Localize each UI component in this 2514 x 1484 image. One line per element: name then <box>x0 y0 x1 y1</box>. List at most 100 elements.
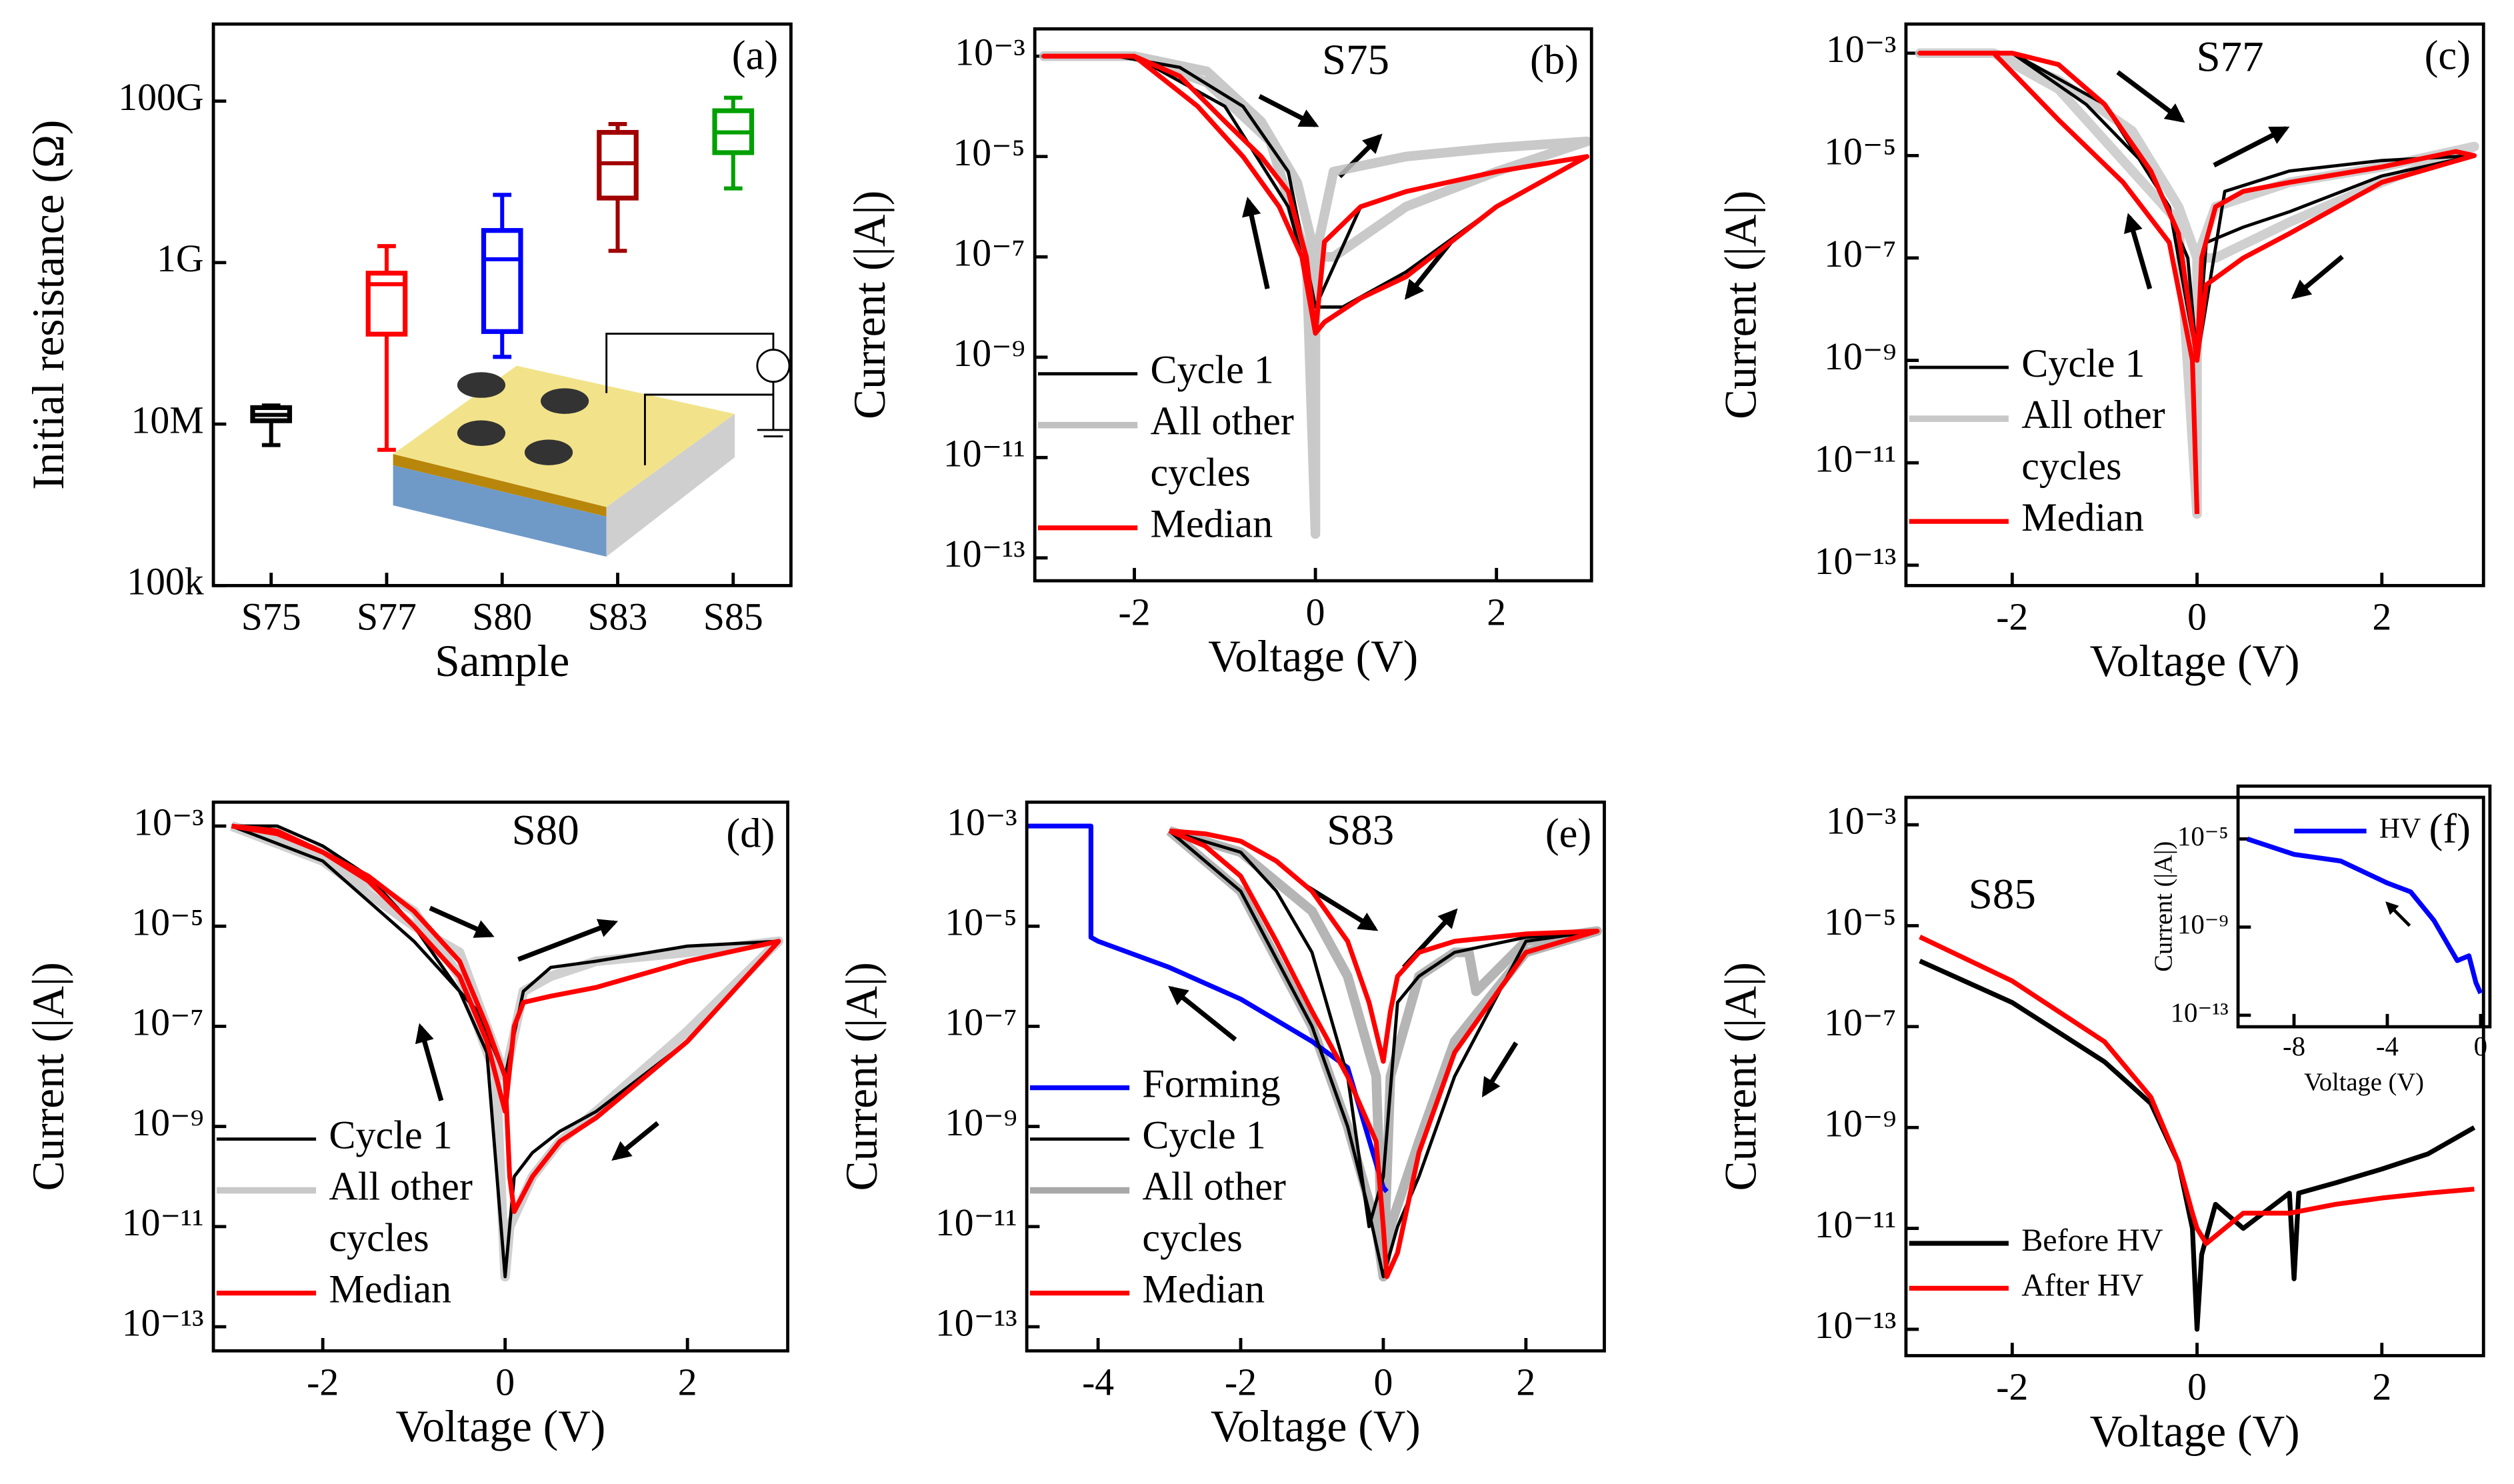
y-tick-label: 10⁻¹¹ <box>1815 1204 1897 1246</box>
y-tick-label: 10⁻⁷ <box>131 1002 203 1044</box>
x-tick-label: 2 <box>1487 591 1506 633</box>
y-tick-label: 10⁻⁹ <box>953 333 1025 375</box>
legend-label: Cycle 1 <box>1142 1113 1265 1157</box>
arrow <box>2291 255 2344 299</box>
legend-label: HV <box>2379 812 2421 844</box>
y-tick-label: 10⁻⁵ <box>131 902 203 944</box>
legend-label-line: cycles <box>1150 451 1250 495</box>
panel-label: (f) <box>2429 805 2471 851</box>
y-tick-label: 10⁻¹³ <box>2171 997 2229 1027</box>
electrode <box>524 439 573 465</box>
y-tick-label: 10⁻¹¹ <box>122 1202 204 1244</box>
series-line <box>231 823 781 1214</box>
y-axis-label: Current (|A|) <box>2150 841 2178 972</box>
x-tick-label: -2 <box>307 1361 339 1403</box>
series-line <box>1041 53 1590 336</box>
x-tick-label: 0 <box>2474 1031 2487 1061</box>
y-tick-label: 10⁻¹³ <box>943 533 1025 575</box>
legend-label: Cycle 1 <box>1150 348 1273 393</box>
x-axis-label: Voltage (V) <box>2090 1406 2300 1456</box>
legend-label-line: All other <box>1150 399 1294 444</box>
device-illustration <box>393 333 791 557</box>
plot-frame <box>1025 800 1606 1353</box>
x-tick-label: -2 <box>1996 597 2028 639</box>
y-tick-label: 10⁻³ <box>1826 29 1897 71</box>
arrow <box>2385 901 2411 927</box>
x-tick-label: -8 <box>2283 1031 2305 1061</box>
plot-frame <box>1033 27 1593 583</box>
arrow <box>1258 94 1319 127</box>
y-axis-label: Current (|A|) <box>23 962 73 1191</box>
y-tick-label: 10⁻⁷ <box>1824 233 1896 275</box>
legend-label: Median <box>1150 502 1273 547</box>
panel-label: (d) <box>726 810 775 857</box>
x-axis-label: Voltage (V) <box>2304 1069 2424 1097</box>
panel: 10⁻¹³ 10⁻¹¹ 10⁻⁹ 10⁻⁷ 10⁻⁵ 10⁻³ -2 0 2 Voltage (V… <box>1716 22 2485 686</box>
legend-label-line: All other <box>1142 1164 1286 1209</box>
y-tick-label: 10⁻⁵ <box>1824 131 1896 173</box>
film-top <box>393 365 735 507</box>
legend-label-line: cycles <box>2021 444 2121 489</box>
y-tick-label: 10⁻¹¹ <box>943 433 1025 475</box>
plot-frame <box>1904 795 2485 1357</box>
legend-label: Median <box>2021 495 2144 540</box>
x-tick-label: 2 <box>2372 597 2391 639</box>
box <box>481 228 523 334</box>
panel: 10⁻¹³ 10⁻¹¹ 10⁻⁹ 10⁻⁷ 10⁻⁵ 10⁻³ -2 0 2 Voltage (V… <box>845 27 1593 681</box>
y-axis-label: Current (|A|) <box>837 962 887 1191</box>
y-tick-label: 10⁻⁹ <box>131 1102 203 1144</box>
electrode <box>457 372 506 398</box>
arrow <box>2123 213 2153 290</box>
legend-label: All other cycles <box>1142 1164 1286 1260</box>
arrows <box>415 70 2411 1161</box>
y-axis-label: Current (|A|) <box>845 191 895 419</box>
arrow <box>1306 885 1379 931</box>
legend-label: Before HV <box>2021 1223 2163 1258</box>
arrow <box>1481 1041 1519 1098</box>
series-line <box>2246 837 2483 995</box>
y-tick-label: 10⁻¹³ <box>935 1302 1017 1344</box>
series-line <box>1917 51 2477 515</box>
y-tick-label: 10⁻⁷ <box>1824 1002 1896 1044</box>
legend-label-line: All other <box>2021 393 2165 437</box>
y-tick-label: 10⁻⁹ <box>945 1102 1017 1144</box>
arrow <box>2213 126 2290 168</box>
arrow <box>415 1023 444 1101</box>
plot-frame <box>211 800 790 1353</box>
y-tick-label: 10⁻⁷ <box>953 233 1025 275</box>
y-tick-label: 10⁻⁵ <box>953 132 1025 174</box>
series-line <box>1168 828 1600 1279</box>
y-tick-label: 10⁻⁹ <box>1824 336 1896 378</box>
x-tick-label: 0 <box>2187 1367 2207 1409</box>
y-tick-label: 100G <box>118 77 203 119</box>
arrow <box>2116 70 2185 123</box>
y-tick-label: 10⁻⁵ <box>1824 901 1896 943</box>
y-tick-label: 10M <box>131 399 204 441</box>
panel-label: (a) <box>732 31 778 78</box>
sample-label: S80 <box>512 806 579 854</box>
y-tick-label: 10⁻¹¹ <box>935 1202 1017 1244</box>
x-tick-label: -4 <box>2376 1031 2399 1061</box>
y-tick-label: 10⁻¹³ <box>122 1302 204 1344</box>
y-axis-label: Initial resistance (Ω) <box>23 120 73 490</box>
arrow <box>1242 197 1270 289</box>
y-tick-label: 10⁻¹³ <box>1815 1305 1897 1347</box>
arrow <box>429 905 495 938</box>
legend-label: Forming <box>1142 1061 1280 1106</box>
x-axis-label: Voltage (V) <box>2090 636 2300 686</box>
arrow <box>1168 985 1237 1042</box>
electrode <box>541 388 589 414</box>
series-line <box>1027 823 1389 1193</box>
legend-label-line: cycles <box>1142 1215 1242 1260</box>
x-tick-label: S77 <box>357 597 417 639</box>
x-tick-label: -2 <box>1996 1367 2028 1409</box>
x-tick-label: 2 <box>678 1361 697 1403</box>
sample-label: S83 <box>1327 806 1394 854</box>
legend-label-line: All other <box>329 1164 473 1209</box>
wire <box>643 393 773 465</box>
x-tick-label: -4 <box>1082 1361 1114 1403</box>
x-tick-label: S80 <box>472 597 532 639</box>
legend-label: Median <box>1142 1267 1265 1311</box>
x-tick-label: -2 <box>1119 591 1151 633</box>
